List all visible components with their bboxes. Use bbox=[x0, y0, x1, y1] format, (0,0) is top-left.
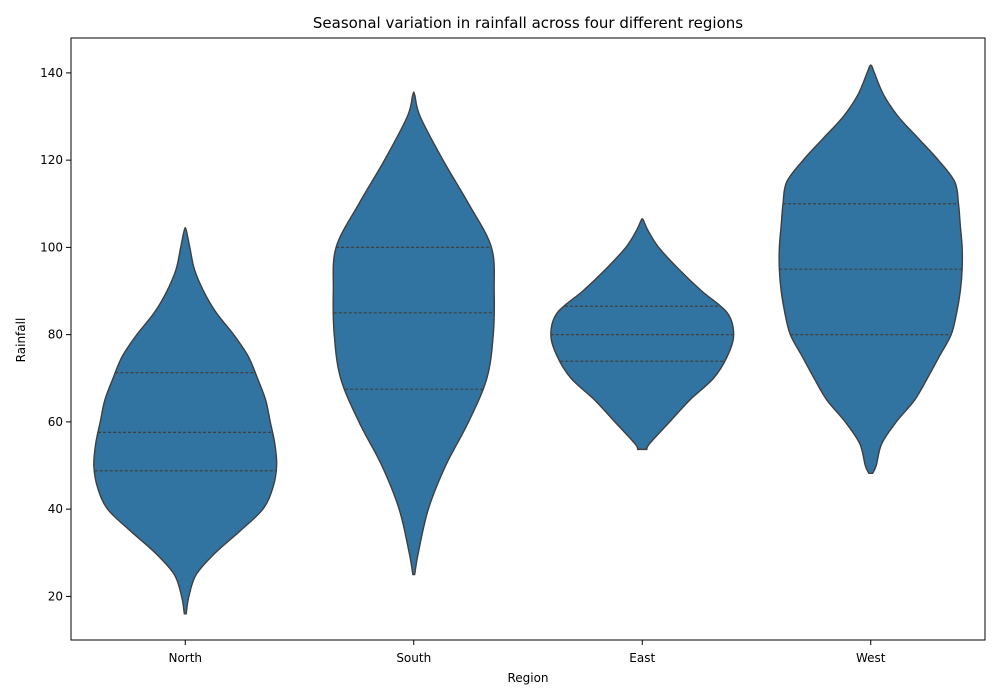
violins-group bbox=[93, 64, 964, 615]
violin-north bbox=[93, 227, 278, 615]
violin-south bbox=[332, 91, 496, 576]
y-tick-label: 100 bbox=[40, 240, 63, 254]
x-axis: North South East West bbox=[168, 640, 886, 665]
violin-east bbox=[550, 217, 735, 451]
y-tick-label: 140 bbox=[40, 66, 63, 80]
x-axis-label: Region bbox=[507, 671, 548, 685]
y-axis: 20 40 60 80 100 120 140 bbox=[40, 66, 71, 603]
y-tick-label: 20 bbox=[48, 589, 63, 603]
x-tick-label: South bbox=[396, 651, 431, 665]
chart-title: Seasonal variation in rainfall across fo… bbox=[313, 14, 743, 32]
plot-area bbox=[70, 37, 986, 641]
y-tick-label: 80 bbox=[48, 328, 63, 342]
x-tick-label: North bbox=[168, 651, 202, 665]
y-tick-label: 60 bbox=[48, 415, 63, 429]
x-tick-label: East bbox=[629, 651, 655, 665]
y-tick-label: 40 bbox=[48, 502, 63, 516]
x-tick-label: West bbox=[856, 651, 886, 665]
y-axis-label: Rainfall bbox=[14, 318, 28, 363]
y-tick-label: 120 bbox=[40, 153, 63, 167]
